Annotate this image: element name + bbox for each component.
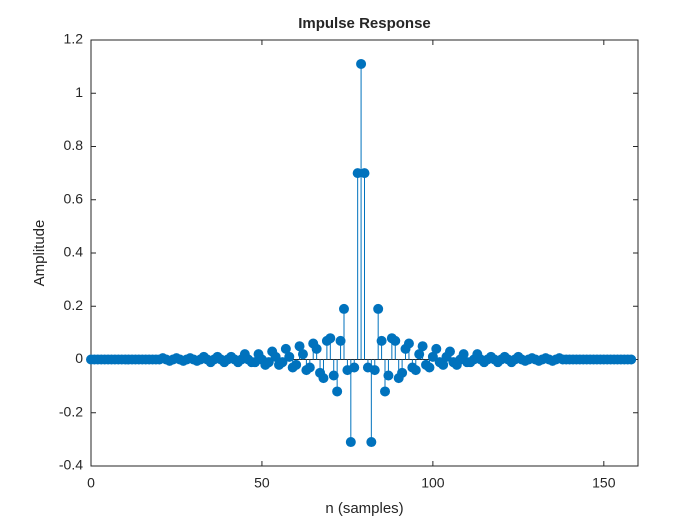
stem-marker bbox=[366, 437, 377, 448]
stem-marker bbox=[277, 357, 288, 368]
stem-marker bbox=[318, 373, 329, 384]
stem-marker bbox=[349, 362, 360, 373]
stem-marker bbox=[284, 351, 295, 362]
x-axis-label: n (samples) bbox=[325, 500, 403, 517]
y-tick-label: 0.6 bbox=[64, 190, 84, 206]
stem-marker bbox=[410, 365, 421, 376]
stem-marker bbox=[376, 335, 387, 346]
y-tick-label: 0.4 bbox=[64, 244, 84, 260]
y-tick-label: 1 bbox=[75, 84, 83, 100]
stem-marker bbox=[345, 437, 356, 448]
y-tick-label: 0 bbox=[75, 350, 83, 366]
stem-marker bbox=[263, 357, 274, 368]
stem-marker bbox=[373, 303, 384, 314]
y-tick-label: 0.8 bbox=[64, 137, 84, 153]
y-tick-label: 0.2 bbox=[64, 297, 84, 313]
x-tick-label: 50 bbox=[254, 475, 270, 491]
stem-marker bbox=[424, 362, 435, 373]
stem-marker bbox=[431, 343, 442, 354]
stem-marker bbox=[390, 335, 401, 346]
stem-marker bbox=[403, 338, 414, 349]
stem-marker bbox=[356, 58, 367, 69]
stem-marker bbox=[338, 303, 349, 314]
y-tick-label: -0.4 bbox=[59, 457, 83, 473]
stem-marker bbox=[291, 359, 302, 370]
stem-marker bbox=[444, 346, 455, 357]
stem-marker bbox=[383, 370, 394, 381]
stem-marker bbox=[335, 335, 346, 346]
x-tick-label: 150 bbox=[592, 475, 616, 491]
stem-marker bbox=[328, 370, 339, 381]
y-tick-label: -0.2 bbox=[59, 403, 83, 419]
stem-marker bbox=[359, 168, 370, 179]
stem-marker bbox=[380, 386, 391, 397]
stem-marker bbox=[417, 341, 428, 352]
x-tick-label: 100 bbox=[421, 475, 445, 491]
x-tick-label: 0 bbox=[87, 475, 95, 491]
stem-marker bbox=[304, 362, 315, 373]
chart-title: Impulse Response bbox=[298, 15, 431, 32]
stem-marker bbox=[332, 386, 343, 397]
stem-marker bbox=[369, 365, 380, 376]
stem-marker bbox=[397, 367, 408, 378]
stem-marker bbox=[311, 343, 322, 354]
stem-marker bbox=[297, 349, 308, 360]
stem-marker bbox=[325, 333, 336, 344]
stem-marker bbox=[626, 354, 637, 365]
y-tick-label: 1.2 bbox=[64, 31, 84, 47]
y-axis-label: Amplitude bbox=[31, 220, 48, 287]
